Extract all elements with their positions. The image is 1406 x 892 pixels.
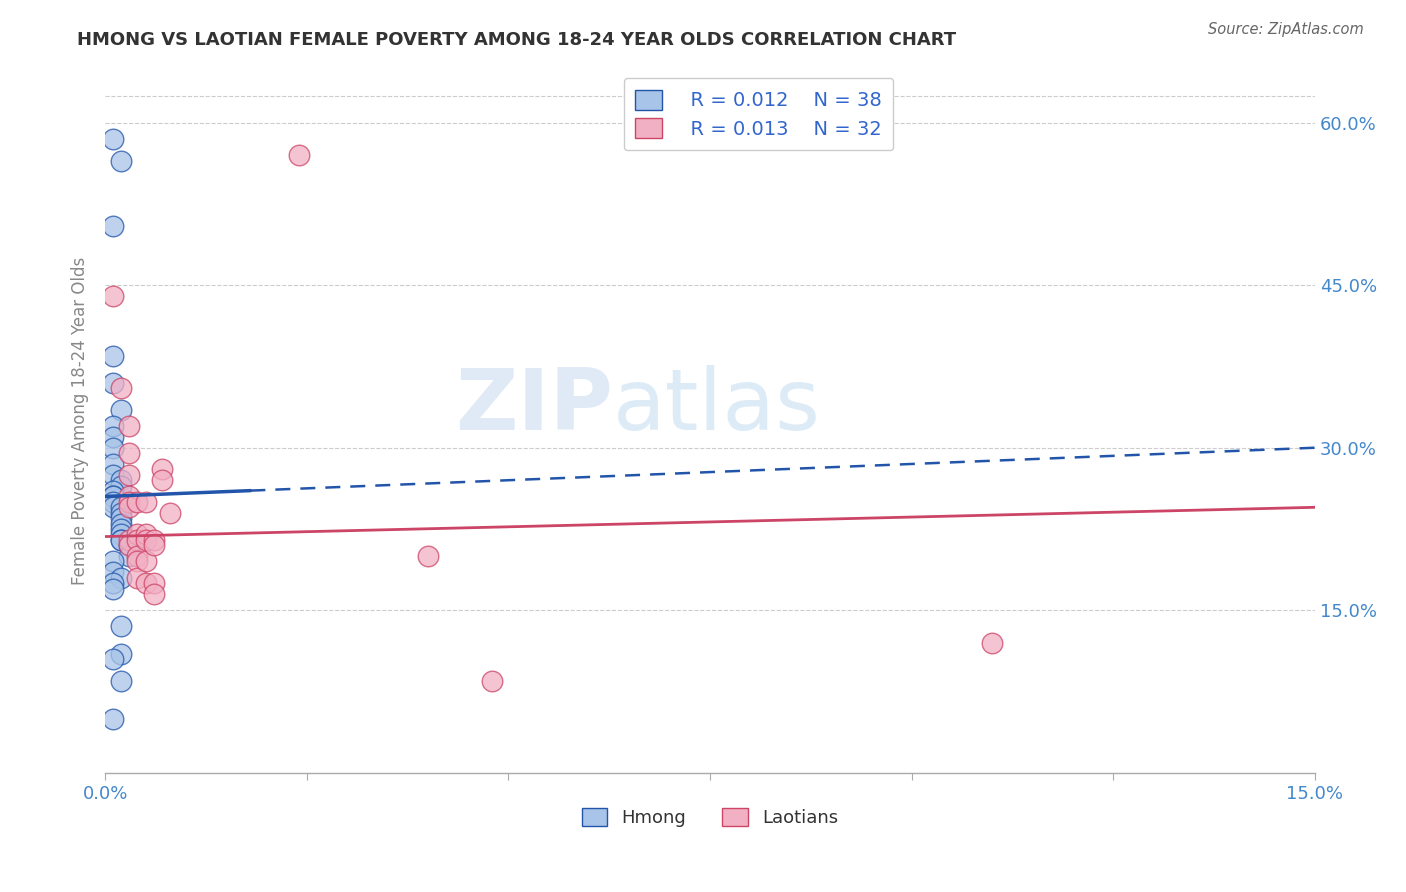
- Point: [110, 478, 132, 492]
- Point: [110, 500, 132, 515]
- Point: [118, 533, 141, 547]
- Point: [103, 289, 125, 303]
- Point: [103, 430, 125, 444]
- Point: [135, 533, 157, 547]
- Point: [142, 587, 165, 601]
- Text: atlas: atlas: [613, 365, 821, 448]
- Point: [150, 473, 173, 487]
- Point: [110, 571, 132, 585]
- Point: [142, 576, 165, 591]
- Point: [103, 576, 125, 591]
- Point: [135, 495, 157, 509]
- Point: [110, 506, 132, 520]
- Point: [118, 538, 141, 552]
- Point: [103, 554, 125, 568]
- Point: [118, 467, 141, 482]
- Point: [127, 527, 149, 541]
- Point: [103, 484, 125, 499]
- Point: [135, 554, 157, 568]
- Point: [103, 712, 125, 726]
- Point: [103, 376, 125, 390]
- Point: [103, 490, 125, 504]
- Point: [118, 490, 141, 504]
- Point: [127, 571, 149, 585]
- Text: HMONG VS LAOTIAN FEMALE POVERTY AMONG 18-24 YEAR OLDS CORRELATION CHART: HMONG VS LAOTIAN FEMALE POVERTY AMONG 18…: [77, 31, 956, 49]
- Point: [103, 500, 125, 515]
- Point: [110, 647, 132, 661]
- Point: [110, 402, 132, 417]
- Point: [127, 533, 149, 547]
- Point: [142, 538, 165, 552]
- Point: [103, 495, 125, 509]
- Point: [287, 148, 309, 162]
- Point: [103, 490, 125, 504]
- Point: [110, 533, 132, 547]
- Point: [481, 673, 503, 688]
- Point: [103, 132, 125, 146]
- Point: [135, 527, 157, 541]
- Point: [127, 495, 149, 509]
- Point: [981, 636, 1004, 650]
- Point: [103, 219, 125, 233]
- Point: [118, 500, 141, 515]
- Point: [127, 549, 149, 563]
- Point: [103, 652, 125, 666]
- Point: [110, 533, 132, 547]
- Point: [110, 516, 132, 531]
- Text: ZIP: ZIP: [456, 365, 613, 448]
- Point: [135, 576, 157, 591]
- Point: [110, 619, 132, 633]
- Point: [118, 538, 141, 552]
- Point: [150, 462, 173, 476]
- Text: Source: ZipAtlas.com: Source: ZipAtlas.com: [1208, 22, 1364, 37]
- Point: [103, 349, 125, 363]
- Point: [416, 549, 439, 563]
- Point: [103, 566, 125, 580]
- Point: [103, 467, 125, 482]
- Point: [159, 506, 181, 520]
- Point: [118, 549, 141, 563]
- Point: [110, 522, 132, 536]
- Point: [110, 527, 132, 541]
- Point: [127, 554, 149, 568]
- Point: [103, 419, 125, 434]
- Point: [118, 495, 141, 509]
- Point: [110, 511, 132, 525]
- Point: [103, 441, 125, 455]
- Point: [118, 446, 141, 460]
- Point: [103, 582, 125, 596]
- Point: [110, 153, 132, 168]
- Point: [110, 381, 132, 395]
- Point: [110, 673, 132, 688]
- Y-axis label: Female Poverty Among 18-24 Year Olds: Female Poverty Among 18-24 Year Olds: [72, 257, 89, 585]
- Point: [110, 473, 132, 487]
- Point: [103, 457, 125, 471]
- Point: [142, 533, 165, 547]
- Legend: Hmong, Laotians: Hmong, Laotians: [575, 800, 845, 834]
- Point: [118, 419, 141, 434]
